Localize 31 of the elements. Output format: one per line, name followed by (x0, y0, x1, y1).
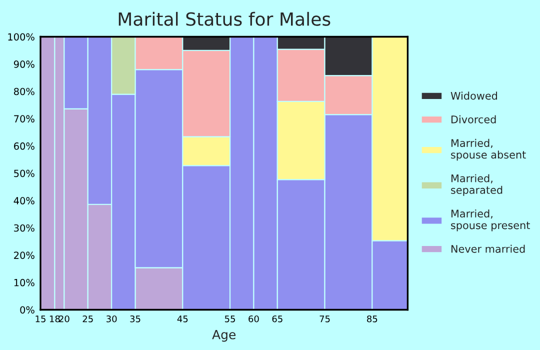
y-tick-label: 30% (14, 224, 34, 232)
x-tick-label: 35 (130, 315, 140, 322)
x-tick-label: 30 (106, 315, 117, 322)
y-tick-label: 60% (14, 142, 34, 150)
x-tick-label: 15 (36, 316, 46, 322)
x-tick-label: 25 (82, 315, 93, 322)
y-tick-label: 90% (14, 60, 34, 68)
x-tick-label: 45 (177, 316, 188, 322)
y-tick-label: 0% (20, 306, 34, 314)
y-tick-label: 20% (14, 252, 34, 259)
y-tick-label: 50% (14, 170, 34, 178)
y-tick-label: 40% (14, 197, 34, 204)
legend-label: Married, separated (451, 174, 502, 196)
x-tick-label: 55 (224, 316, 235, 322)
chart-title: Marital Status for Males (118, 12, 330, 26)
x-tick-label: 65 (272, 315, 282, 322)
y-tick-label: 100% (8, 33, 34, 41)
x-axis-title: Age (212, 330, 236, 342)
y-tick-label: 70% (14, 115, 34, 122)
legend-label: Married, spouse absent (451, 138, 526, 161)
x-tick-label: 20 (59, 315, 70, 322)
x-tick-label: 18 (50, 315, 60, 322)
legend-label: Divorced (451, 115, 496, 124)
legend-label: Never married (451, 244, 525, 253)
x-tick-label: 60 (248, 315, 259, 322)
legend-label: Married, spouse present (451, 209, 530, 232)
y-tick-label: 80% (14, 88, 34, 96)
x-tick-label: 85 (367, 315, 378, 322)
legend-label: Widowed (450, 92, 497, 100)
x-tick-label: 75 (320, 316, 330, 322)
y-tick-label: 10% (14, 278, 34, 286)
